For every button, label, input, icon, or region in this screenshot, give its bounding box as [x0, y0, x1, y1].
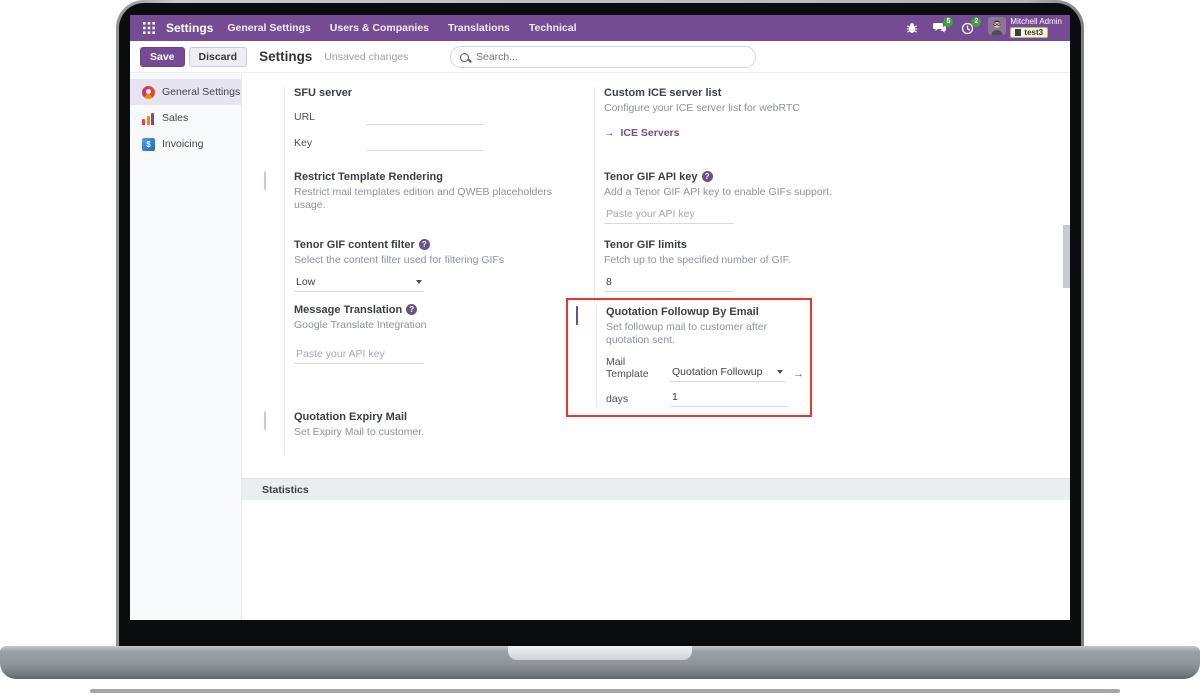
mail-template-select[interactable]: Quotation Followup: [670, 366, 785, 382]
setting-description: Set Expiry Mail to customer.: [294, 426, 425, 438]
setting-title: SFU server: [294, 87, 353, 99]
page-title: Settings: [259, 49, 313, 64]
help-icon[interactable]: [701, 171, 713, 182]
setting-description: Configure your ICE server list for webRT…: [604, 102, 800, 114]
laptop-screen-frame: Settings General Settings Users & Compan…: [116, 0, 1084, 646]
setting-title: Custom ICE server list: [604, 87, 722, 99]
sidebar-item-label: Invoicing: [162, 138, 204, 150]
messages-count-badge: 5: [943, 16, 954, 27]
user-avatar: [988, 16, 1007, 40]
chevron-down-icon: [416, 280, 422, 284]
setting-tenor-api-key: Tenor GIF API key Add a Tenor GIF API ke…: [574, 171, 878, 239]
sidebar-item-label: General Settings: [162, 86, 241, 98]
activities-count-badge: 2: [971, 16, 982, 27]
setting-description: Fetch up to the specified number of GIF.: [604, 254, 791, 266]
days-input[interactable]: [670, 391, 788, 407]
setting-description: Restrict mail templates edition and QWEB…: [294, 186, 552, 211]
menu-technical[interactable]: Technical: [528, 22, 577, 34]
help-icon[interactable]: [406, 304, 418, 315]
statistics-section-header: Statistics: [242, 478, 1070, 500]
setting-title: Tenor GIF limits: [604, 239, 687, 251]
help-icon[interactable]: [418, 239, 430, 250]
setting-message-translation: Message Translation Google Translate Int…: [264, 304, 568, 411]
user-menu[interactable]: Mitchell Admin test3: [988, 16, 1062, 40]
settings-sidebar: General Settings Sales $ Invoicing: [130, 73, 242, 620]
laptop-bezel: Settings General Settings Users & Compan…: [119, 3, 1081, 646]
setting-title: Quotation Expiry Mail: [294, 411, 408, 423]
setting-quotation-expiry: Quotation Expiry Mail Set Expiry Mail to…: [264, 411, 568, 455]
chevron-down-icon: [777, 370, 783, 374]
sfu-key-input[interactable]: [366, 135, 484, 151]
odoo-app-window: Settings General Settings Users & Compan…: [130, 15, 1070, 620]
open-record-arrow-icon[interactable]: →: [793, 368, 804, 380]
menu-translations[interactable]: Translations: [448, 22, 510, 34]
unsaved-changes-status: Unsaved changes: [324, 50, 409, 63]
laptop-front-edge: [90, 689, 1120, 693]
setting-restrict-template: Restrict Template Rendering Restrict mai…: [264, 171, 568, 239]
activities-clock-icon[interactable]: 2: [960, 16, 982, 36]
setting-sfu-server: SFU server URL Key: [264, 87, 568, 171]
setting-title: Quotation Followup By Email: [606, 306, 759, 318]
message-translation-api-input[interactable]: [294, 348, 424, 364]
user-name: Mitchell Admin: [1010, 16, 1062, 26]
sfu-key-label: Key: [294, 137, 313, 149]
setting-description: Set followup mail to customer after quot…: [606, 321, 768, 346]
tenor-content-filter-select[interactable]: Low: [294, 276, 424, 292]
setting-description: Add a Tenor GIF API key to enable GIFs s…: [604, 186, 833, 198]
setting-tenor-content-filter: Tenor GIF content filter Select the cont…: [264, 239, 568, 304]
restrict-template-checkbox[interactable]: [264, 171, 266, 190]
setting-title: Restrict Template Rendering: [294, 171, 443, 183]
setting-description: Google Translate Integration: [294, 319, 427, 331]
search-icon: [460, 52, 469, 62]
internal-link-arrow-icon: →: [604, 127, 615, 139]
menu-general-settings[interactable]: General Settings: [227, 22, 311, 34]
save-button[interactable]: Save: [140, 46, 185, 67]
quotation-followup-checkbox[interactable]: [576, 306, 578, 325]
company-name: test3: [1024, 27, 1044, 37]
invoicing-icon: $: [142, 137, 155, 151]
quotation-expiry-checkbox[interactable]: [264, 411, 266, 430]
sidebar-item-general-settings[interactable]: General Settings: [130, 79, 241, 105]
tenor-api-key-input[interactable]: [604, 208, 734, 224]
apps-grid-icon[interactable]: [138, 17, 160, 39]
search-input[interactable]: [476, 51, 746, 63]
ice-servers-link[interactable]: → ICE Servers: [604, 127, 680, 139]
company-building-icon: [1015, 28, 1022, 36]
debug-bug-icon[interactable]: [904, 21, 919, 36]
days-label: days: [606, 393, 629, 405]
setting-custom-ice: Custom ICE server list Configure your IC…: [574, 87, 878, 171]
app-title[interactable]: Settings: [166, 21, 214, 35]
setting-tenor-limits: Tenor GIF limits Fetch up to the specifi…: [574, 239, 878, 304]
vertical-scrollbar[interactable]: [1063, 225, 1070, 288]
sidebar-item-sales[interactable]: Sales: [130, 105, 241, 131]
setting-title: Tenor GIF content filter: [294, 239, 568, 251]
general-settings-icon: [142, 85, 155, 99]
laptop-lid-notch: [508, 646, 692, 660]
sidebar-item-invoicing[interactable]: $ Invoicing: [130, 131, 241, 157]
navbar-menu: General Settings Users & Companies Trans…: [227, 22, 576, 34]
setting-quotation-followup-highlighted: Quotation Followup By Email Set followup…: [566, 298, 812, 417]
messages-icon[interactable]: 5: [932, 16, 954, 36]
settings-main-panel: SFU server URL Key: [242, 73, 1070, 620]
setting-description: Select the content filter used for filte…: [294, 254, 505, 266]
company-badge[interactable]: test3: [1010, 26, 1049, 38]
control-panel: Save Discard Settings Unsaved changes: [130, 41, 1070, 73]
discard-button[interactable]: Discard: [188, 46, 248, 67]
main-navbar: Settings General Settings Users & Compan…: [130, 15, 1070, 41]
sfu-url-label: URL: [294, 111, 316, 123]
setting-title: Tenor GIF API key: [604, 171, 878, 183]
search-bar[interactable]: [450, 46, 756, 68]
tenor-limits-input[interactable]: [604, 276, 734, 292]
sidebar-item-label: Sales: [162, 112, 189, 124]
mail-template-label: Mail Template: [606, 356, 649, 380]
navbar-systray: 5 2: [904, 16, 1062, 40]
sales-icon: [142, 112, 155, 125]
setting-title: Message Translation: [294, 304, 568, 316]
menu-users-companies[interactable]: Users & Companies: [329, 22, 429, 34]
sfu-url-input[interactable]: [366, 109, 484, 125]
